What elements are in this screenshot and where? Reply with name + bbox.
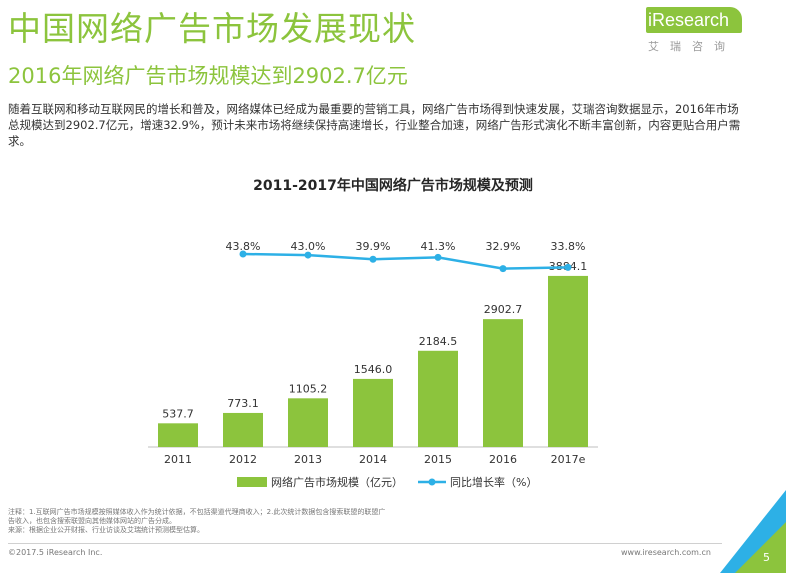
bar-2016 xyxy=(483,319,523,447)
growth-label-2014: 39.9% xyxy=(356,240,391,253)
legend-line-marker xyxy=(428,478,436,486)
growth-point-2015 xyxy=(434,253,442,261)
x-tick-2011: 2011 xyxy=(164,453,192,466)
logo-subtitle: 艾瑞咨询 xyxy=(648,40,736,53)
bar-2013 xyxy=(288,398,328,447)
growth-point-2013 xyxy=(304,251,312,259)
growth-point-2017e xyxy=(564,263,572,271)
bar-label-2014: 1546.0 xyxy=(354,363,393,376)
bar-label-2016: 2902.7 xyxy=(484,303,523,316)
bar-label-2013: 1105.2 xyxy=(289,382,328,395)
growth-label-2012: 43.8% xyxy=(226,240,261,253)
note-line-2: 告收入，也包含搜索联盟向其他媒体网站的广告分成。 xyxy=(8,517,176,525)
page-number: 5 xyxy=(763,551,770,564)
x-tick-2012: 2012 xyxy=(229,453,257,466)
growth-point-2014 xyxy=(369,255,377,263)
chart-notes: 注释：1.互联网广告市场规模按照媒体收入作为统计依据，不包括渠道代理商收入；2.… xyxy=(8,508,528,535)
bar-label-2012: 773.1 xyxy=(227,397,259,410)
growth-label-2017e: 33.8% xyxy=(551,240,586,253)
page-title: 中国网络广告市场发展现状 xyxy=(8,9,416,48)
x-tick-2013: 2013 xyxy=(294,453,322,466)
x-tick-2015: 2015 xyxy=(424,453,452,466)
growth-point-2016 xyxy=(499,265,507,273)
growth-label-2016: 32.9% xyxy=(486,240,521,253)
footer-divider xyxy=(8,543,722,544)
x-tick-2014: 2014 xyxy=(359,453,387,466)
bar-2017e xyxy=(548,275,588,447)
corner-green-shape xyxy=(735,522,786,573)
copyright: ©2017.5 iResearch Inc. xyxy=(8,548,103,557)
legend-bar-swatch xyxy=(237,477,267,487)
intro-paragraph: 随着互联网和移动互联网民的增长和普及，网络媒体已经成为最重要的营销工具，网络广告… xyxy=(8,102,741,148)
website-link[interactable]: www.iresearch.com.cn xyxy=(621,548,711,557)
logo-text: iResearch xyxy=(648,10,730,30)
bar-label-2011: 537.7 xyxy=(162,407,194,420)
growth-point-2012 xyxy=(239,250,247,258)
bar-2015 xyxy=(418,350,458,447)
chart-title: 2011-2017年中国网络广告市场规模及预测 xyxy=(253,178,533,194)
market-size-chart: 537.7 2011 773.1 2012 1105.2 2013 1546.0 2014 21… xyxy=(148,240,598,489)
growth-label-2013: 43.0% xyxy=(291,240,326,253)
iresearch-logo: iResearch xyxy=(646,7,742,33)
x-tick-2016: 2016 xyxy=(489,453,517,466)
bar-2014 xyxy=(353,378,393,447)
note-line-3: 来源：根据企业公开财报、行业访谈及艾瑞统计预测模型估算。 xyxy=(8,526,204,534)
growth-label-2015: 41.3% xyxy=(421,240,456,253)
note-line-1: 注释：1.互联网广告市场规模按照媒体收入作为统计依据，不包括渠道代理商收入；2.… xyxy=(8,508,386,516)
growth-rate-line xyxy=(242,252,569,270)
legend-line-label: 同比增长率（%） xyxy=(450,475,537,489)
x-tick-2017e: 2017e xyxy=(551,453,586,466)
page-subtitle: 2016年网络广告市场规模达到2902.7亿元 xyxy=(8,64,408,88)
bar-2012 xyxy=(223,412,263,447)
bar-2011 xyxy=(158,423,198,447)
bar-label-2015: 2184.5 xyxy=(419,335,458,348)
legend-bar-label: 网络广告市场规模（亿元） xyxy=(271,475,403,489)
